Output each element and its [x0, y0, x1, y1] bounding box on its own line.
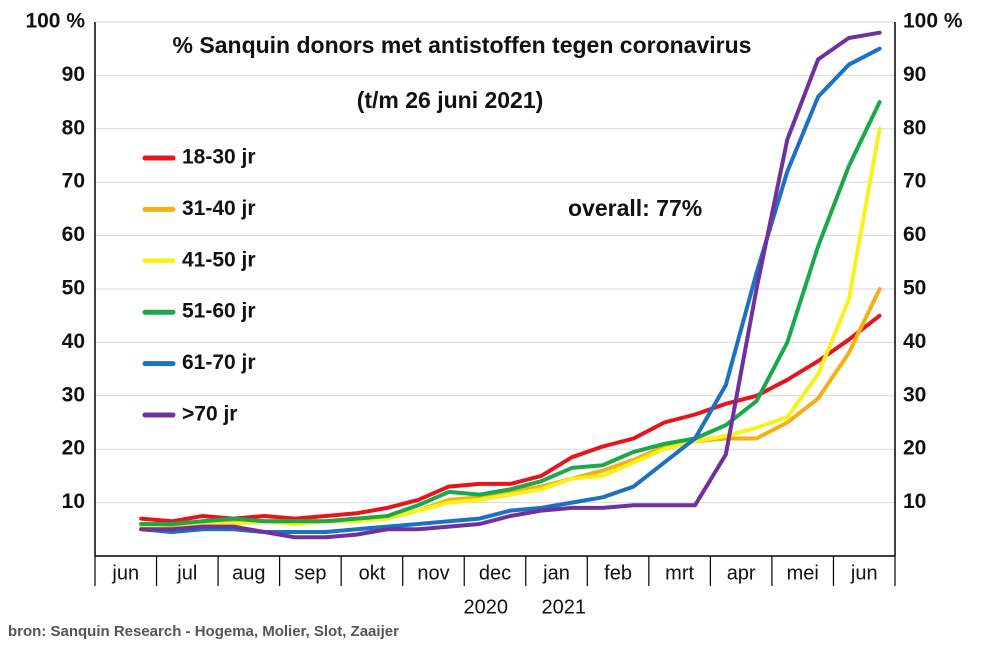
- legend-label: 51-60 jr: [182, 300, 256, 323]
- y2-tick-label: 90: [903, 63, 926, 86]
- series-line: [139, 30, 882, 540]
- year-label: 2021: [542, 596, 587, 618]
- legend-label: 18-30 jr: [182, 146, 256, 169]
- x-tick-label: aug: [232, 562, 265, 584]
- x-tick-label: jun: [850, 562, 878, 584]
- series-line: [139, 46, 882, 534]
- y2-tick-label: 40: [903, 330, 926, 353]
- source: bron: Sanquin Research - Hogema, Molier,…: [8, 623, 399, 640]
- chart-subtitle: (t/m 26 juni 2021): [357, 87, 544, 113]
- y2-tick-label: 100 %: [903, 10, 963, 33]
- y-tick-label: 10: [62, 490, 85, 513]
- x-tick-label: jul: [176, 562, 197, 584]
- legend-label: >70 jr: [182, 403, 237, 426]
- y-tick-label: 30: [62, 383, 85, 406]
- chart-title: % Sanquin donors met antistoffen tegen c…: [173, 32, 752, 58]
- x-tick-label: feb: [604, 562, 632, 584]
- y-tick-label: 50: [62, 277, 85, 300]
- legend-label: 31-40 jr: [182, 197, 256, 220]
- x-tick-label: dec: [479, 562, 511, 584]
- x-tick-label: nov: [417, 562, 449, 584]
- x-tick-label: mei: [787, 562, 819, 584]
- annotation: overall: 77%: [568, 195, 702, 221]
- y2-tick-label: 60: [903, 223, 926, 246]
- x-tick-label: sep: [294, 562, 326, 584]
- y2-tick-label: 70: [903, 170, 926, 193]
- series-line: [139, 100, 882, 526]
- x-tick-label: okt: [359, 562, 386, 584]
- y2-tick-label: 10: [903, 490, 926, 513]
- series-line: [139, 126, 882, 532]
- legend-label: 41-50 jr: [182, 248, 256, 271]
- series-line: [139, 313, 882, 524]
- y2-tick-label: 30: [903, 383, 926, 406]
- x-tick-label: apr: [727, 562, 756, 584]
- y-tick-label: 60: [62, 223, 85, 246]
- y-tick-label: 90: [62, 63, 85, 86]
- x-tick-label: mrt: [665, 562, 694, 584]
- y-tick-label: 20: [62, 437, 85, 460]
- y-tick-label: 40: [62, 330, 85, 353]
- y2-tick-label: 80: [903, 116, 926, 139]
- x-tick-label: jun: [111, 562, 139, 584]
- y2-tick-label: 50: [903, 277, 926, 300]
- legend-label: 61-70 jr: [182, 351, 256, 374]
- y2-tick-label: 20: [903, 437, 926, 460]
- y-tick-label: 100 %: [25, 10, 85, 33]
- year-label: 2020: [464, 596, 509, 618]
- x-tick-label: jan: [542, 562, 570, 584]
- y-tick-label: 80: [62, 116, 85, 139]
- y-tick-label: 70: [62, 170, 85, 193]
